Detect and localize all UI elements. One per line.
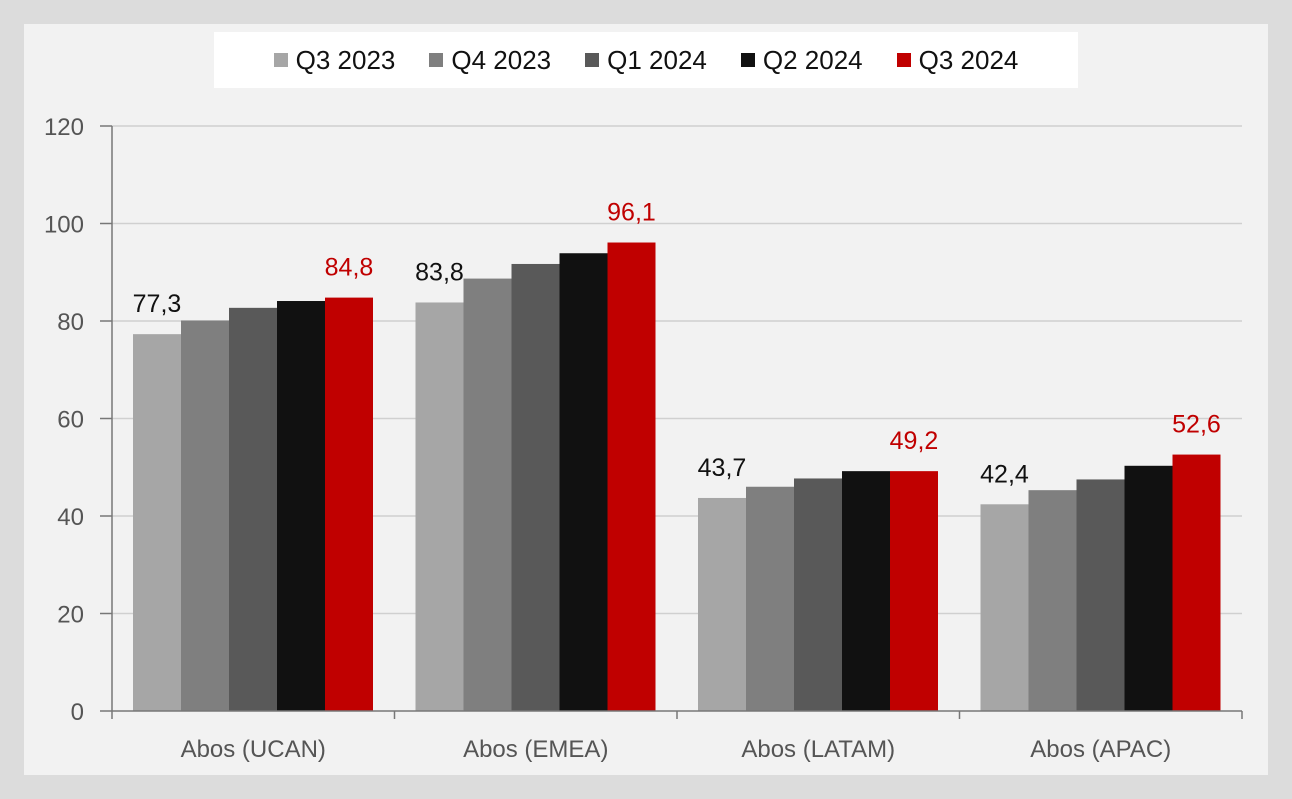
legend-label: Q1 2024	[607, 44, 707, 75]
legend-swatch	[585, 53, 600, 67]
bar	[980, 504, 1029, 711]
bar	[890, 471, 938, 711]
bar	[1076, 479, 1125, 711]
bar	[1172, 454, 1221, 711]
bar	[277, 301, 325, 711]
data-label: 49,2	[890, 427, 939, 455]
legend-item-q4-2023: Q4 2023	[429, 45, 551, 76]
bar	[229, 307, 277, 711]
data-label: 52,6	[1172, 411, 1221, 439]
y-tick-label: 80	[57, 309, 84, 336]
legend-label: Q3 2023	[295, 44, 396, 75]
data-label: 42,4	[980, 460, 1029, 488]
bar	[463, 278, 512, 711]
bars	[133, 242, 1221, 712]
bar	[325, 297, 373, 711]
y-tick-label: 100	[44, 212, 84, 239]
legend: Q3 2023 Q4 2023 Q1 2024 Q2 2024 Q3 2024	[214, 32, 1078, 88]
legend-item-q1-2024: Q1 2024	[585, 45, 707, 76]
bar	[1124, 465, 1173, 711]
category-label: Abos (EMEA)	[463, 736, 608, 763]
data-label: 96,1	[607, 199, 656, 227]
legend-item-q2-2024: Q2 2024	[740, 44, 863, 76]
bar	[1028, 490, 1077, 711]
legend-item-q3-2023: Q3 2023	[273, 44, 396, 76]
axes	[100, 125, 1243, 719]
bar	[181, 320, 229, 711]
legend-label: Q4 2023	[451, 44, 552, 75]
bar	[842, 471, 890, 711]
legend-label: Q3 2024	[918, 44, 1019, 75]
category-label: Abos (APAC)	[1030, 736, 1171, 763]
bar	[794, 478, 842, 711]
legend-swatch	[273, 53, 288, 67]
y-tick-label: 20	[57, 602, 84, 629]
y-tick-label: 0	[71, 699, 84, 726]
data-label: 77,3	[133, 290, 182, 318]
bar	[511, 263, 560, 711]
data-label: 84,8	[325, 254, 374, 282]
y-tick-labels: 0 20 40 60 80 100 120	[44, 114, 84, 726]
y-tick-label: 60	[57, 407, 84, 434]
data-label: 43,7	[698, 454, 747, 482]
category-label: Abos (UCAN)	[181, 736, 326, 763]
bar	[746, 486, 794, 711]
data-labels: 77,3 84,8 83,8 96,1 43,7 49,2 42,4 52,6	[133, 199, 1221, 489]
data-label: 83,8	[415, 258, 464, 286]
y-tick-label: 120	[44, 114, 84, 141]
y-tick-label: 40	[57, 504, 84, 531]
bar	[415, 302, 464, 711]
bar	[698, 497, 746, 711]
legend-swatch	[896, 53, 911, 67]
legend-label: Q2 2024	[762, 44, 863, 75]
category-labels: Abos (UCAN) Abos (EMEA) Abos (LATAM) Abos (…	[181, 736, 1172, 763]
bar	[133, 334, 181, 711]
category-label: Abos (LATAM)	[741, 736, 895, 763]
legend-swatch	[429, 53, 444, 67]
bar	[607, 242, 656, 711]
legend-item-q3-2024: Q3 2024	[896, 44, 1019, 76]
bar	[559, 253, 608, 712]
legend-swatch	[740, 53, 755, 67]
